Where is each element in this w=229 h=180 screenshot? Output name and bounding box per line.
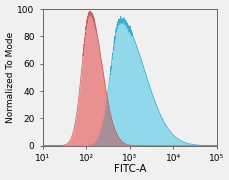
X-axis label: FITC-A: FITC-A — [113, 165, 145, 174]
Y-axis label: Normalized To Mode: Normalized To Mode — [5, 32, 14, 123]
